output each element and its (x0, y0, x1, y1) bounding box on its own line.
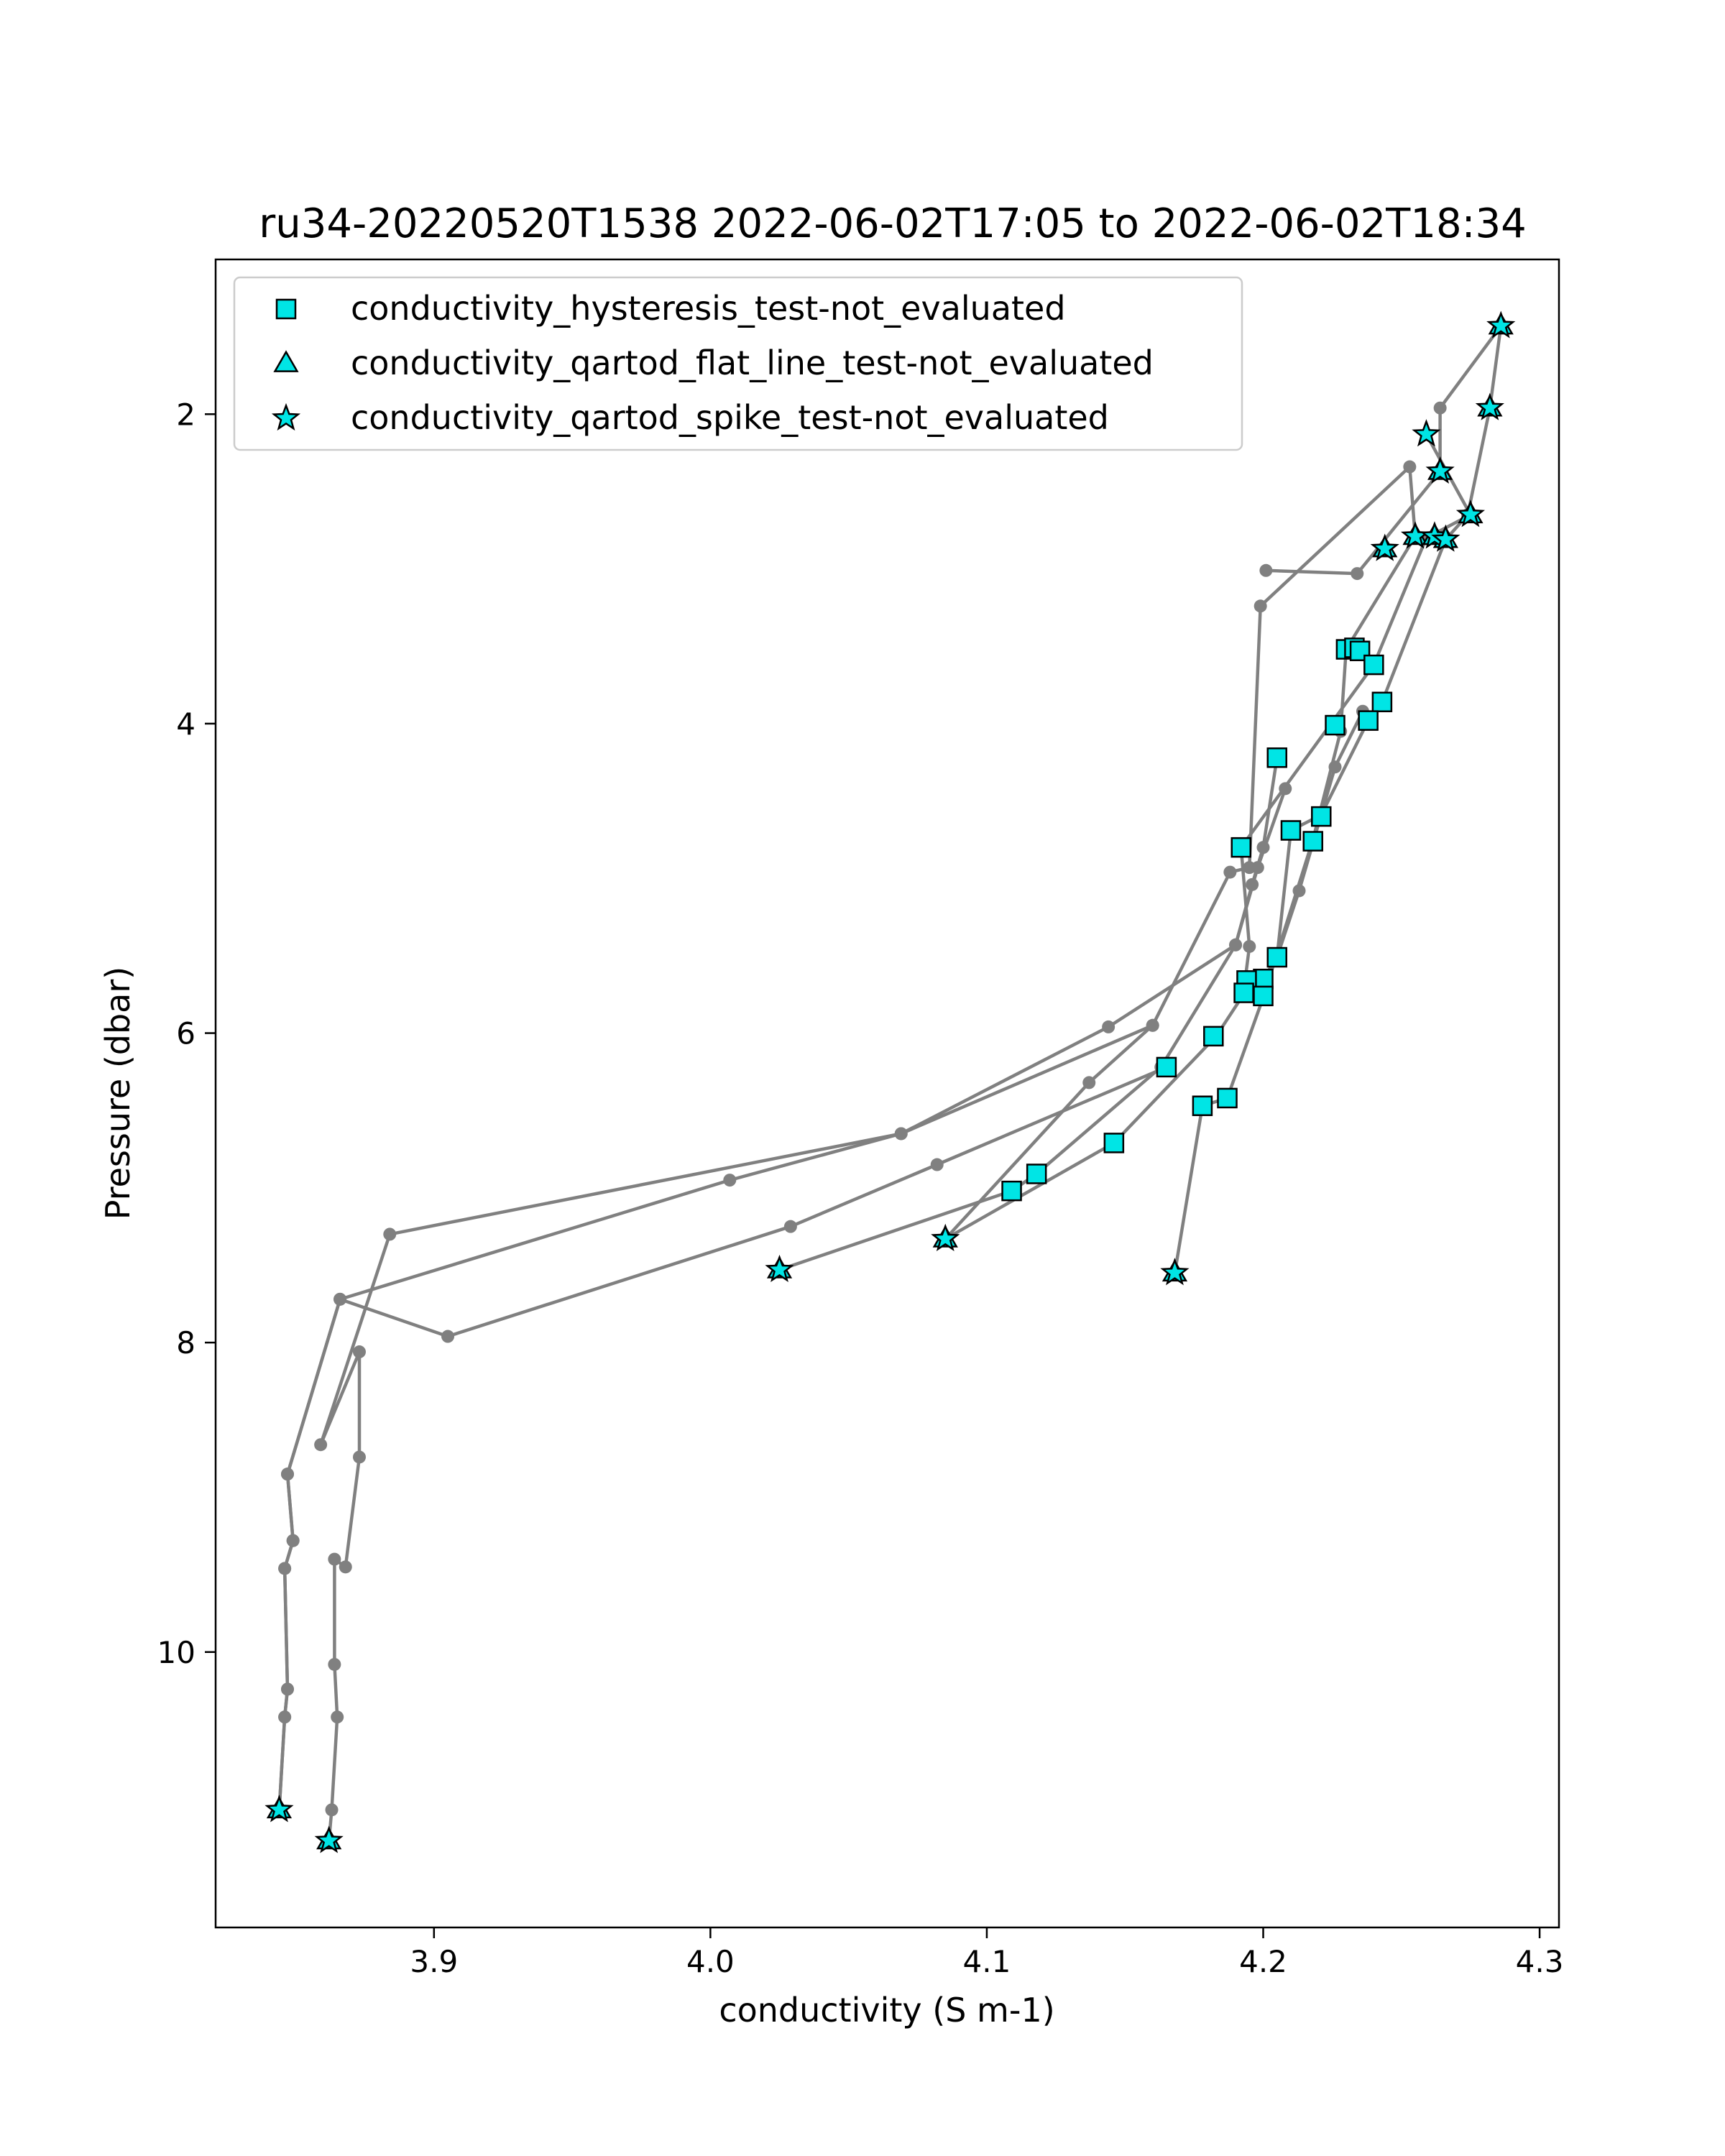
y-axis: 2 4 6 8 10 (157, 397, 216, 1670)
profile-point (441, 1330, 455, 1343)
star-marker (931, 1223, 960, 1251)
profile-point (1254, 599, 1267, 613)
x-tick-label: 4.2 (1239, 1944, 1287, 1979)
profile-point (1146, 1018, 1159, 1032)
profile-point (1243, 939, 1256, 953)
y-tick-label: 8 (176, 1325, 196, 1360)
y-tick-label: 4 (176, 706, 196, 742)
star-marker (1425, 456, 1455, 484)
profile-point (723, 1174, 737, 1187)
profile-point (331, 1710, 344, 1724)
profile-point (894, 1127, 908, 1141)
star-marker (1412, 419, 1441, 447)
square-marker (1266, 946, 1287, 968)
chart-title: ru34-20220520T1538 2022-06-02T17:05 to 2… (259, 201, 1526, 247)
star-marker (765, 1254, 794, 1283)
square-marker (1103, 1133, 1125, 1153)
plot-area-frame (214, 258, 1560, 1929)
profile-point (783, 1220, 797, 1233)
profile-point (930, 1158, 944, 1171)
square-marker (1302, 831, 1323, 852)
star-marker (264, 1795, 294, 1823)
x-tick-label: 3.9 (410, 1944, 458, 1979)
star-marker (1160, 1258, 1190, 1286)
profile-point (1351, 567, 1364, 581)
square-marker (1280, 820, 1302, 841)
square-marker (1358, 710, 1379, 731)
star-marker (1486, 310, 1516, 338)
star-marker (314, 1825, 344, 1853)
profile-point (352, 1345, 366, 1359)
profile-point (325, 1803, 339, 1817)
star-marker (1431, 524, 1460, 552)
square-marker (1026, 1164, 1047, 1184)
star-marker (1455, 499, 1486, 528)
profile-point (280, 1682, 294, 1696)
square-marker (1233, 982, 1254, 1003)
profile-line (277, 1023, 1154, 1810)
profile-point (1403, 460, 1417, 474)
legend-label: conductivity_hysteresis_test-not_evaluat… (351, 289, 1066, 328)
profile-point (278, 1562, 292, 1575)
profile-point (314, 1438, 328, 1452)
profile-point (286, 1534, 300, 1547)
legend-triangle-marker (273, 350, 299, 372)
profile-point (383, 1227, 397, 1241)
profile-point (328, 1552, 341, 1566)
x-tick-label: 4.1 (963, 1944, 1011, 1979)
y-axis-label: Pressure (dbar) (98, 967, 137, 1220)
square-marker (1253, 985, 1274, 1007)
profile-point (1246, 877, 1259, 891)
square-marker (1192, 1095, 1213, 1116)
profile-point (278, 1710, 292, 1724)
profile-point (339, 1560, 352, 1574)
legend: conductivity_hysteresis_test-not_evaluat… (233, 276, 1243, 451)
profile-point (1256, 841, 1270, 854)
profile-point (328, 1657, 341, 1671)
profile-point (1259, 563, 1273, 577)
star-marker (1475, 392, 1504, 420)
legend-star-marker (271, 402, 301, 431)
star-marker (1370, 533, 1399, 561)
profile-point (1082, 1076, 1096, 1089)
profile-point (280, 1468, 294, 1481)
x-axis-label: conductivity (S m-1) (719, 1991, 1054, 2030)
profile-point (334, 1292, 347, 1306)
square-marker (1363, 654, 1384, 676)
markers-layer (264, 310, 1516, 1853)
legend-label: conductivity_qartod_spike_test-not_evalu… (351, 398, 1109, 437)
square-marker (1311, 806, 1332, 827)
x-tick-label: 4.0 (686, 1944, 735, 1979)
y-tick-label: 2 (176, 397, 196, 432)
profile-point (1433, 401, 1447, 415)
square-marker (1230, 837, 1251, 858)
legend-frame (233, 276, 1243, 451)
square-marker (1001, 1180, 1022, 1202)
profile-point (352, 1450, 366, 1464)
legend-label: conductivity_qartod_flat_line_test-not_e… (351, 344, 1154, 382)
square-marker (1217, 1087, 1238, 1109)
profile-point (1223, 865, 1237, 879)
legend-square-marker (275, 298, 297, 320)
profile-point (1102, 1020, 1116, 1033)
square-marker (1371, 691, 1393, 713)
square-marker (1156, 1056, 1177, 1078)
x-tick-label: 4.3 (1516, 1944, 1564, 1979)
profile-point (1229, 938, 1243, 952)
y-tick-label: 6 (176, 1016, 196, 1051)
profile-point (1243, 861, 1256, 875)
square-marker (1266, 747, 1287, 768)
y-tick-label: 10 (157, 1635, 196, 1670)
x-axis: 3.9 4.0 4.1 4.2 4.3 (410, 1927, 1563, 1979)
square-marker (1203, 1026, 1224, 1047)
square-marker (1325, 714, 1346, 736)
